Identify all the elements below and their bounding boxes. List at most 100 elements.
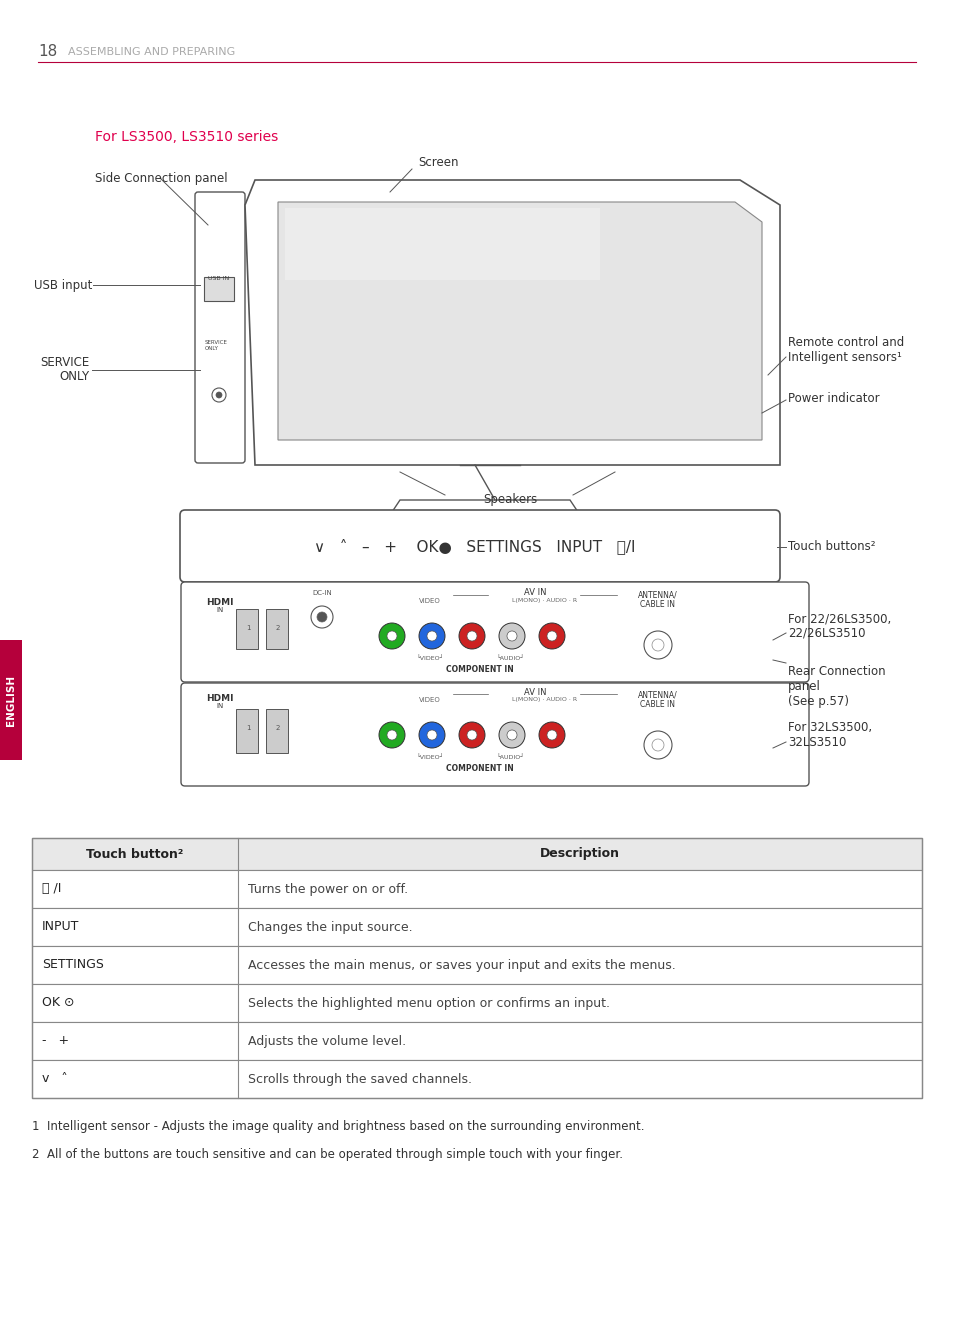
Text: ENGLISH: ENGLISH xyxy=(6,674,16,725)
Text: COMPONENT IN: COMPONENT IN xyxy=(446,764,514,773)
Text: For 32LS3500,
32LS3510: For 32LS3500, 32LS3510 xyxy=(787,721,871,749)
Circle shape xyxy=(427,730,436,740)
Text: Power indicator: Power indicator xyxy=(787,391,879,405)
Text: └VIDEO┘: └VIDEO┘ xyxy=(416,754,443,760)
Text: USB IN: USB IN xyxy=(208,276,230,280)
FancyBboxPatch shape xyxy=(181,684,808,786)
FancyBboxPatch shape xyxy=(266,609,288,649)
Circle shape xyxy=(387,631,396,641)
Text: Remote control and
Intelligent sensors¹: Remote control and Intelligent sensors¹ xyxy=(787,336,903,364)
Text: Changes the input source.: Changes the input source. xyxy=(248,921,413,933)
Text: HDMI: HDMI xyxy=(206,694,233,704)
Polygon shape xyxy=(390,501,579,515)
Text: 2  All of the buttons are touch sensitive and can be operated through simple tou: 2 All of the buttons are touch sensitive… xyxy=(32,1148,622,1161)
Circle shape xyxy=(418,722,444,748)
Circle shape xyxy=(546,631,557,641)
Text: SETTINGS: SETTINGS xyxy=(42,959,104,972)
Circle shape xyxy=(387,730,396,740)
Text: Screen: Screen xyxy=(417,156,458,170)
FancyBboxPatch shape xyxy=(266,709,288,753)
FancyBboxPatch shape xyxy=(204,276,233,300)
Text: VIDEO: VIDEO xyxy=(418,598,440,603)
Circle shape xyxy=(378,722,405,748)
Text: OK ⊙: OK ⊙ xyxy=(42,996,74,1009)
Polygon shape xyxy=(285,208,599,280)
FancyBboxPatch shape xyxy=(32,838,921,870)
Circle shape xyxy=(643,631,671,659)
Circle shape xyxy=(418,623,444,649)
Text: DC-IN: DC-IN xyxy=(312,590,332,595)
FancyBboxPatch shape xyxy=(235,709,257,753)
Text: SERVICE
ONLY: SERVICE ONLY xyxy=(205,340,228,351)
FancyBboxPatch shape xyxy=(32,947,921,984)
FancyBboxPatch shape xyxy=(194,192,245,463)
Text: USB input: USB input xyxy=(33,279,91,291)
Text: 18: 18 xyxy=(38,44,57,60)
FancyBboxPatch shape xyxy=(32,908,921,947)
Circle shape xyxy=(538,722,564,748)
Text: L(MONO) · AUDIO · R: L(MONO) · AUDIO · R xyxy=(512,598,577,603)
Text: SERVICE: SERVICE xyxy=(41,355,90,368)
Text: IN: IN xyxy=(216,704,223,709)
Text: └VIDEO┘: └VIDEO┘ xyxy=(416,655,443,661)
Text: Rear Connection
panel
(See p.57): Rear Connection panel (See p.57) xyxy=(787,665,884,708)
Text: VIDEO: VIDEO xyxy=(418,697,440,704)
Circle shape xyxy=(316,611,327,622)
Circle shape xyxy=(467,730,476,740)
Text: HDMI: HDMI xyxy=(206,598,233,607)
Text: 2: 2 xyxy=(275,625,280,631)
FancyBboxPatch shape xyxy=(180,510,780,582)
Text: INPUT: INPUT xyxy=(42,921,79,933)
Polygon shape xyxy=(277,202,761,441)
Circle shape xyxy=(212,388,226,402)
Text: v   ˄: v ˄ xyxy=(42,1072,68,1085)
Circle shape xyxy=(538,623,564,649)
Text: ASSEMBLING AND PREPARING: ASSEMBLING AND PREPARING xyxy=(68,47,235,57)
FancyBboxPatch shape xyxy=(181,582,808,682)
Text: Accesses the main menus, or saves your input and exits the menus.: Accesses the main menus, or saves your i… xyxy=(248,959,675,972)
Circle shape xyxy=(498,623,524,649)
Circle shape xyxy=(651,740,663,752)
Circle shape xyxy=(215,392,222,398)
Text: ANTENNA/
CABLE IN: ANTENNA/ CABLE IN xyxy=(638,590,678,609)
FancyBboxPatch shape xyxy=(235,609,257,649)
Text: ONLY: ONLY xyxy=(60,371,90,383)
Circle shape xyxy=(506,631,517,641)
FancyBboxPatch shape xyxy=(32,984,921,1023)
Text: 1: 1 xyxy=(246,725,250,732)
Text: ∨   ˄   –   +    OK●   SETTINGS   INPUT   ⏻/I: ∨ ˄ – + OK● SETTINGS INPUT ⏻/I xyxy=(314,538,635,554)
Text: For LS3500, LS3510 series: For LS3500, LS3510 series xyxy=(95,129,278,144)
Text: Touch button²: Touch button² xyxy=(86,848,184,861)
Text: Touch buttons²: Touch buttons² xyxy=(787,539,875,553)
Text: ⏻ /I: ⏻ /I xyxy=(42,882,61,896)
Text: For 22/26LS3500,
22/26LS3510: For 22/26LS3500, 22/26LS3510 xyxy=(787,611,890,639)
Text: -   +: - + xyxy=(42,1035,69,1048)
FancyBboxPatch shape xyxy=(32,870,921,908)
Text: └AUDIO┘: └AUDIO┘ xyxy=(496,655,523,661)
Circle shape xyxy=(311,606,333,627)
Text: L(MONO) · AUDIO · R: L(MONO) · AUDIO · R xyxy=(512,697,577,702)
Circle shape xyxy=(458,623,484,649)
FancyBboxPatch shape xyxy=(32,1023,921,1060)
Circle shape xyxy=(467,631,476,641)
Text: 1: 1 xyxy=(246,625,250,631)
Text: AV IN: AV IN xyxy=(523,688,546,697)
Text: Speakers: Speakers xyxy=(482,494,537,506)
Text: Scrolls through the saved channels.: Scrolls through the saved channels. xyxy=(248,1072,472,1085)
Text: Selects the highlighted menu option or confirms an input.: Selects the highlighted menu option or c… xyxy=(248,996,609,1009)
Circle shape xyxy=(643,732,671,760)
Circle shape xyxy=(458,722,484,748)
Circle shape xyxy=(378,623,405,649)
Text: COMPONENT IN: COMPONENT IN xyxy=(446,665,514,674)
FancyBboxPatch shape xyxy=(32,1060,921,1097)
Circle shape xyxy=(427,631,436,641)
Text: IN: IN xyxy=(216,607,223,613)
Text: ANTENNA/
CABLE IN: ANTENNA/ CABLE IN xyxy=(638,690,678,709)
Text: AV IN: AV IN xyxy=(523,587,546,597)
Text: Adjusts the volume level.: Adjusts the volume level. xyxy=(248,1035,406,1048)
FancyBboxPatch shape xyxy=(0,639,22,760)
Circle shape xyxy=(546,730,557,740)
Text: 2: 2 xyxy=(275,725,280,732)
Circle shape xyxy=(506,730,517,740)
Text: Description: Description xyxy=(539,848,619,861)
